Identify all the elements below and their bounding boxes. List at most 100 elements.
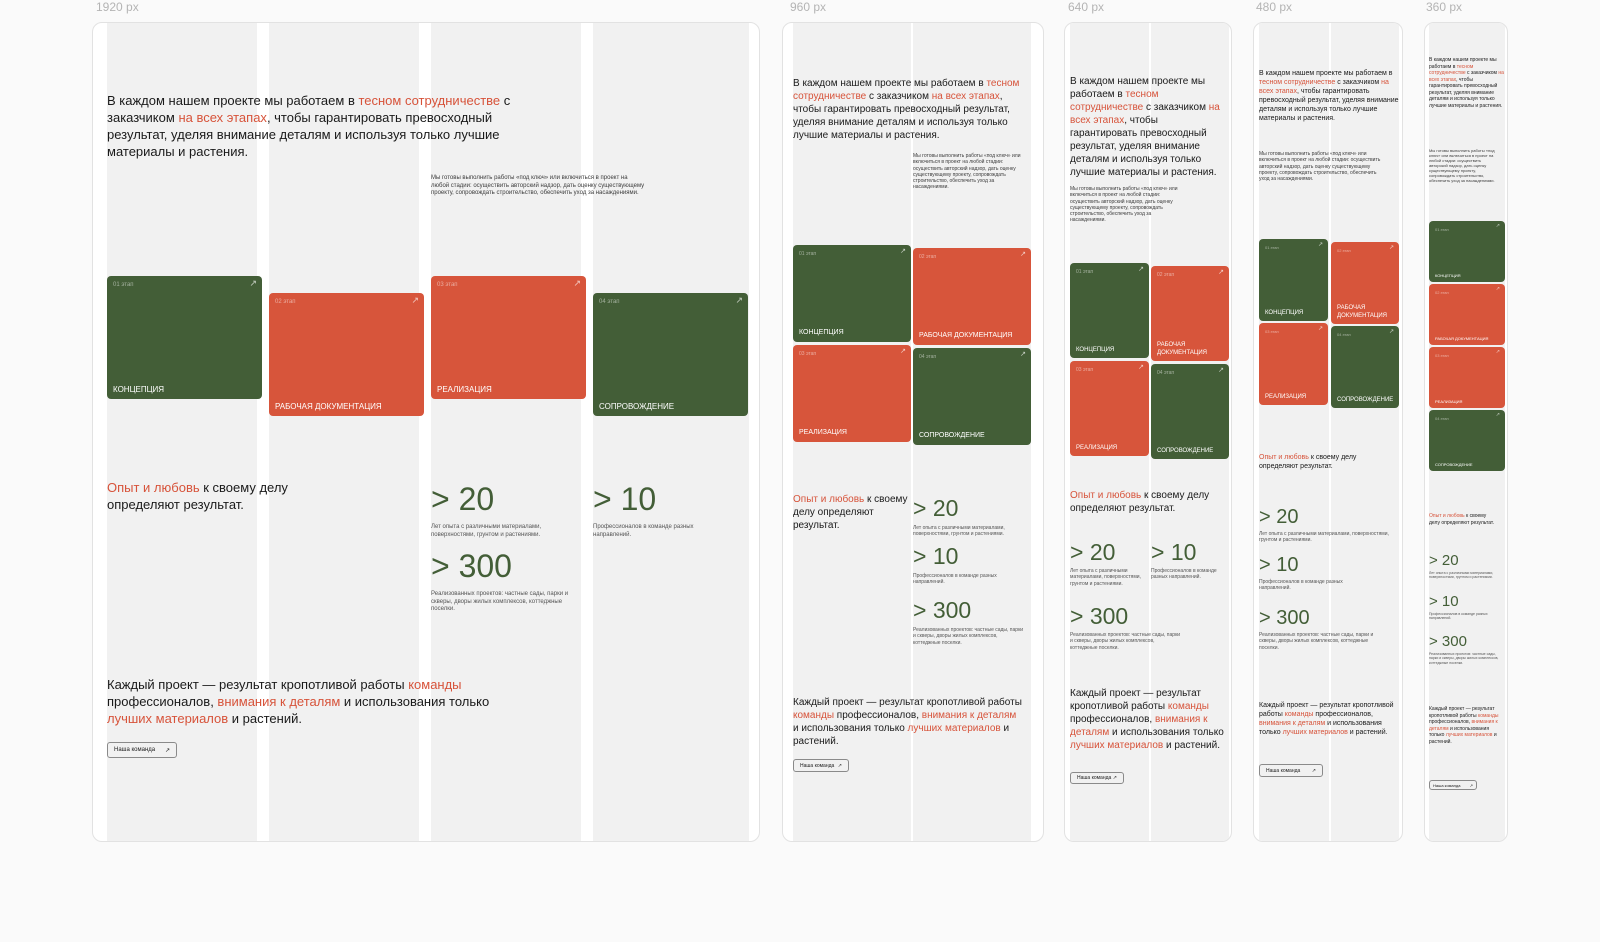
arrow-up-right-icon: ↗ xyxy=(1020,351,1026,358)
arrow-up-right-icon: ↗ xyxy=(1388,329,1394,335)
closing-paragraph: Каждый проект — результат кропотливой ра… xyxy=(1429,706,1499,745)
arrow-up-right-icon: ↗ xyxy=(573,278,581,288)
lead-paragraph: В каждом нашем проекте мы работаем в тес… xyxy=(1070,76,1220,178)
experience-text: Опыт и любовь к своему делу определяют р… xyxy=(793,494,908,531)
stat-value: > 10 xyxy=(1429,593,1459,610)
frame-480: В каждом нашем проекте мы работаем в тес… xyxy=(1253,22,1403,842)
stage-card-realization[interactable]: 03 этап ↗ РЕАЛИЗАЦИЯ xyxy=(1429,347,1505,408)
team-button[interactable]: Наша команда ↗ xyxy=(1259,764,1323,777)
stat-value: > 20 xyxy=(431,481,495,517)
stage-card-support[interactable]: 04 этап ↗ СОПРОВОЖДЕНИЕ xyxy=(1151,364,1229,459)
width-label-1920: 1920 px xyxy=(96,0,139,14)
stat-value: > 300 xyxy=(431,548,512,584)
team-button[interactable]: Наша команда ↗ xyxy=(1070,772,1124,784)
team-button[interactable]: Наша команда ↗ xyxy=(107,742,177,758)
stage-card-support[interactable]: 04 этап ↗ СОПРОВОЖДЕНИЕ xyxy=(913,348,1031,445)
stage-card-realization[interactable]: 03 этап ↗ РЕАЛИЗАЦИЯ xyxy=(793,345,911,442)
arrow-up-right-icon: ↗ xyxy=(164,747,170,754)
arrow-up-right-icon: ↗ xyxy=(1469,782,1473,788)
stage-card-documentation[interactable]: 02 этап ↗ РАБОЧАЯ ДОКУМЕНТАЦИЯ xyxy=(1151,266,1229,361)
stat-description: Реализованных проектов: частные сады, па… xyxy=(913,627,1024,646)
stage-card-realization[interactable]: 03 этап ↗ РЕАЛИЗАЦИЯ xyxy=(431,276,586,399)
stage-card-support[interactable]: 04 этап ↗ СОПРОВОЖДЕНИЕ xyxy=(1331,326,1399,408)
arrow-up-right-icon: ↗ xyxy=(1317,326,1323,332)
description-text: Мы готовы выполнить работы «под ключ» ил… xyxy=(1259,151,1381,182)
grid-column xyxy=(269,23,419,841)
description-text: Мы готовы выполнить работы «под ключ» ил… xyxy=(1429,148,1495,183)
stat-value: > 300 xyxy=(1259,607,1310,629)
stage-card-concept[interactable]: 01 этап ↗ КОНЦЕПЦИЯ xyxy=(1429,221,1505,282)
stage-card-concept[interactable]: 01 этап ↗ КОНЦЕПЦИЯ xyxy=(793,245,911,342)
arrow-up-right-icon: ↗ xyxy=(1020,251,1026,258)
stat-value: > 10 xyxy=(1151,539,1197,565)
stage-card-realization[interactable]: 03 этап ↗ РЕАЛИЗАЦИЯ xyxy=(1259,323,1328,405)
stat-value: > 20 xyxy=(1070,539,1116,565)
stat-description: Реализованных проектов: частные сады, па… xyxy=(1259,632,1374,651)
lead-paragraph: В каждом нашем проекте мы работаем в тес… xyxy=(793,78,1020,141)
stage-card-support[interactable]: 04 этап ↗ СОПРОВОЖДЕНИЕ xyxy=(593,293,748,416)
lead-paragraph: В каждом нашем проекте мы работаем в тес… xyxy=(1259,70,1399,123)
team-button[interactable]: Наша команда ↗ xyxy=(1429,780,1477,790)
frame-640: В каждом нашем проекте мы работаем в тес… xyxy=(1064,22,1232,842)
arrow-up-right-icon: ↗ xyxy=(1311,767,1316,774)
grid-column xyxy=(593,23,749,841)
stat-description: Реализованных проектов: частные сады, па… xyxy=(431,591,569,612)
stat-value: > 20 xyxy=(1259,506,1299,528)
stage-card-documentation[interactable]: 02 этап ↗ РАБОЧАЯ ДОКУМЕНТАЦИЯ xyxy=(913,248,1031,345)
grid-column xyxy=(1259,23,1329,841)
width-label-480: 480 px xyxy=(1256,0,1293,14)
stat-value: > 300 xyxy=(1070,603,1129,629)
experience-text: Опыт и любовь к своему делу определяют р… xyxy=(107,480,288,512)
closing-paragraph: Каждый проект — результат кропотливой ра… xyxy=(1259,702,1394,737)
frame-960: В каждом нашем проекте мы работаем в тес… xyxy=(782,22,1044,842)
arrow-up-right-icon: ↗ xyxy=(1317,242,1323,248)
description-text: Мы готовы выполнить работы «под ключ» ил… xyxy=(913,153,1021,191)
stat-description: Лет опыта с различными материалами, пове… xyxy=(431,524,542,538)
stage-card-support[interactable]: 04 этап ↗ СОПРОВОЖДЕНИЕ xyxy=(1429,410,1505,471)
arrow-up-right-icon: ↗ xyxy=(1495,349,1500,355)
stat-value: > 10 xyxy=(593,481,657,517)
stage-card-documentation[interactable]: 02 этап ↗ РАБОЧАЯ ДОКУМЕНТАЦИЯ xyxy=(1429,284,1505,345)
arrow-up-right-icon: ↗ xyxy=(249,278,257,288)
arrow-up-right-icon: ↗ xyxy=(1495,286,1500,292)
arrow-up-right-icon: ↗ xyxy=(900,348,906,355)
closing-paragraph: Каждый проект — результат кропотливой ра… xyxy=(107,677,490,726)
arrow-up-right-icon: ↗ xyxy=(735,295,743,305)
arrow-up-right-icon: ↗ xyxy=(1138,266,1144,273)
arrow-up-right-icon: ↗ xyxy=(1388,245,1394,251)
frame-1920: В каждом нашем проекте мы работаем в тес… xyxy=(92,22,760,842)
grid-column xyxy=(107,23,257,841)
grid-column xyxy=(1331,23,1399,841)
closing-paragraph: Каждый проект — результат кропотливой ра… xyxy=(1070,688,1224,751)
stage-card-documentation[interactable]: 02 этап ↗ РАБОЧАЯ ДОКУМЕНТАЦИЯ xyxy=(269,293,424,416)
experience-text: Опыт и любовь к своему делу определяют р… xyxy=(1070,490,1210,514)
stat-value: > 10 xyxy=(1259,554,1299,576)
stat-value: > 10 xyxy=(913,543,959,569)
stat-description: Реализованных проектов: частные сады, па… xyxy=(1070,632,1181,651)
arrow-up-right-icon: ↗ xyxy=(1495,223,1500,229)
experience-text: Опыт и любовь к своему делу определяют р… xyxy=(1259,454,1357,471)
stat-value: > 20 xyxy=(913,495,959,521)
team-button[interactable]: Наша команда ↗ xyxy=(793,759,849,772)
arrow-up-right-icon: ↗ xyxy=(1138,364,1144,371)
stage-card-concept[interactable]: 01 этап ↗ КОНЦЕПЦИЯ xyxy=(1259,239,1328,321)
stat-description: Профессионалов в команде разных направле… xyxy=(1259,579,1343,592)
arrow-up-right-icon: ↗ xyxy=(900,248,906,255)
stat-description: Лет опыта с различными материалами, пове… xyxy=(1259,531,1389,544)
width-label-640: 640 px xyxy=(1068,0,1105,14)
stat-description: Лет опыта с различными материалами, пове… xyxy=(1429,571,1494,580)
arrow-up-right-icon: ↗ xyxy=(1495,412,1500,418)
description-text: Мы готовы выполнить работы «под ключ» ил… xyxy=(1070,186,1178,224)
stage-card-concept[interactable]: 01 этап ↗ КОНЦЕПЦИЯ xyxy=(107,276,262,399)
lead-paragraph: В каждом нашем проекте мы работаем в тес… xyxy=(1429,57,1504,109)
frame-360: В каждом нашем проекте мы работаем в тес… xyxy=(1424,22,1508,842)
arrow-up-right-icon: ↗ xyxy=(1218,367,1224,374)
stage-card-realization[interactable]: 03 этап ↗ РЕАЛИЗАЦИЯ xyxy=(1070,361,1149,456)
stat-description: Профессионалов в команде разных направле… xyxy=(593,524,694,538)
stage-card-concept[interactable]: 01 этап ↗ КОНЦЕПЦИЯ xyxy=(1070,263,1149,358)
stage-card-documentation[interactable]: 02 этап ↗ РАБОЧАЯ ДОКУМЕНТАЦИЯ xyxy=(1331,242,1399,324)
lead-paragraph: В каждом нашем проекте мы работаем в тес… xyxy=(107,93,511,159)
width-label-960: 960 px xyxy=(790,0,827,14)
stat-description: Реализованных проектов: частные сады, па… xyxy=(1429,652,1499,665)
arrow-up-right-icon: ↗ xyxy=(837,762,842,769)
